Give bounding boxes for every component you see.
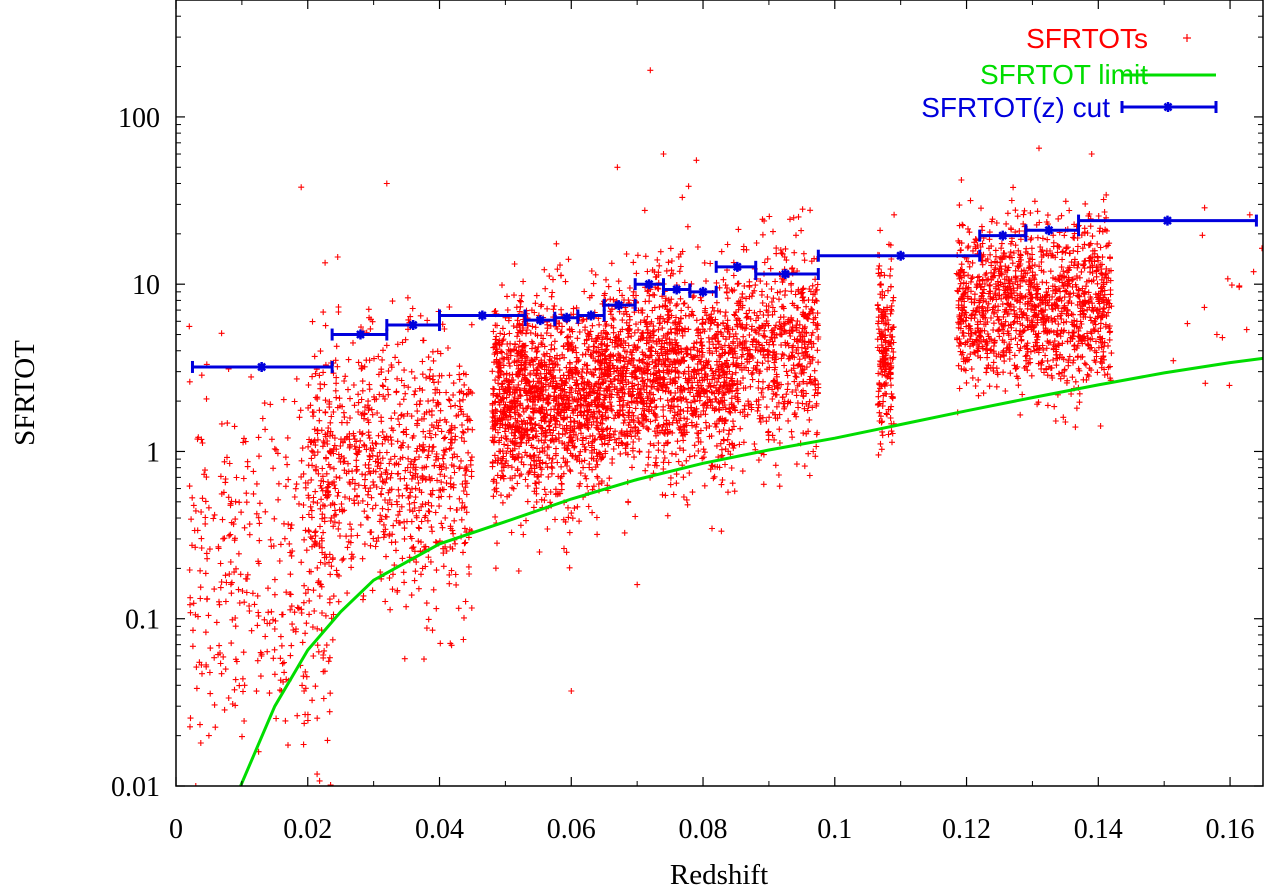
x-tick-label: 0.06: [547, 814, 596, 845]
y-tick-label: 0.01: [111, 772, 160, 803]
x-tick-label: 0.14: [1074, 814, 1123, 845]
x-tick-label: 0.04: [415, 814, 464, 845]
cut-marker: [535, 315, 546, 326]
cut-point: [816, 249, 982, 262]
cut-marker: [780, 269, 791, 280]
scatter-layer: [186, 67, 1263, 786]
cut-marker: [1162, 215, 1173, 226]
cut-point: [190, 360, 334, 373]
cut-marker: [256, 361, 267, 372]
x-tick-label: 0.12: [942, 814, 991, 845]
cut-point: [1077, 214, 1258, 227]
legend-label-sfrtot-z-cut: SFRTOT(z) cut: [921, 92, 1110, 123]
cut-point: [602, 299, 637, 312]
legend: SFRTOTs SFRTOT limit SFRTOT(z) cut: [921, 23, 1218, 123]
cut-layer: [190, 214, 1258, 373]
cut-marker: [408, 320, 419, 331]
sfrtot-limit-line: [239, 356, 1263, 786]
cut-point: [330, 328, 389, 341]
ticks-layer: 0 0.02 0.04 0.06 0.08 0.1 0.12 0.14 0.16 0.01 0.1 1…: [111, 0, 1263, 845]
cut-marker: [732, 261, 743, 272]
limit-layer: [239, 356, 1263, 786]
cut-marker: [561, 312, 572, 323]
legend-marker-sfrtots: [1183, 34, 1191, 42]
cut-point: [688, 285, 718, 298]
cut-marker: [586, 310, 597, 321]
legend-label-sfrtot-limit: SFRTOT limit: [980, 59, 1148, 90]
y-tick-label: 1: [146, 437, 160, 468]
cut-marker: [997, 230, 1008, 241]
cut-marker: [895, 250, 906, 261]
x-tick-label: 0.16: [1206, 814, 1255, 845]
cut-marker: [477, 310, 488, 321]
cut-marker: [1043, 225, 1054, 236]
cut-marker: [355, 329, 366, 340]
x-tick-label: 0: [169, 814, 183, 845]
cut-marker: [698, 286, 709, 297]
cut-marker: [671, 284, 682, 295]
x-axis-title: Redshift: [670, 859, 768, 891]
x-tick-label: 0.08: [679, 814, 728, 845]
x-tick-label: 0.02: [283, 814, 332, 845]
legend-label-sfrtots: SFRTOTs: [1026, 23, 1148, 54]
legend-marker-sfrtot-z-cut: [1120, 101, 1218, 113]
cut-point: [754, 268, 820, 281]
plot-frame: [175, 0, 1264, 787]
x-tick-label: 0.1: [817, 814, 852, 845]
sfrtots-points: [186, 67, 1263, 786]
y-axis-title: SFRTOT: [9, 340, 41, 446]
y-tick-label: 0.1: [125, 605, 160, 636]
cut-marker: [613, 300, 624, 311]
y-tick-label: 10: [132, 270, 160, 301]
cut-point: [576, 309, 606, 322]
y-tick-label: 100: [118, 103, 160, 134]
cut-marker: [644, 279, 655, 290]
